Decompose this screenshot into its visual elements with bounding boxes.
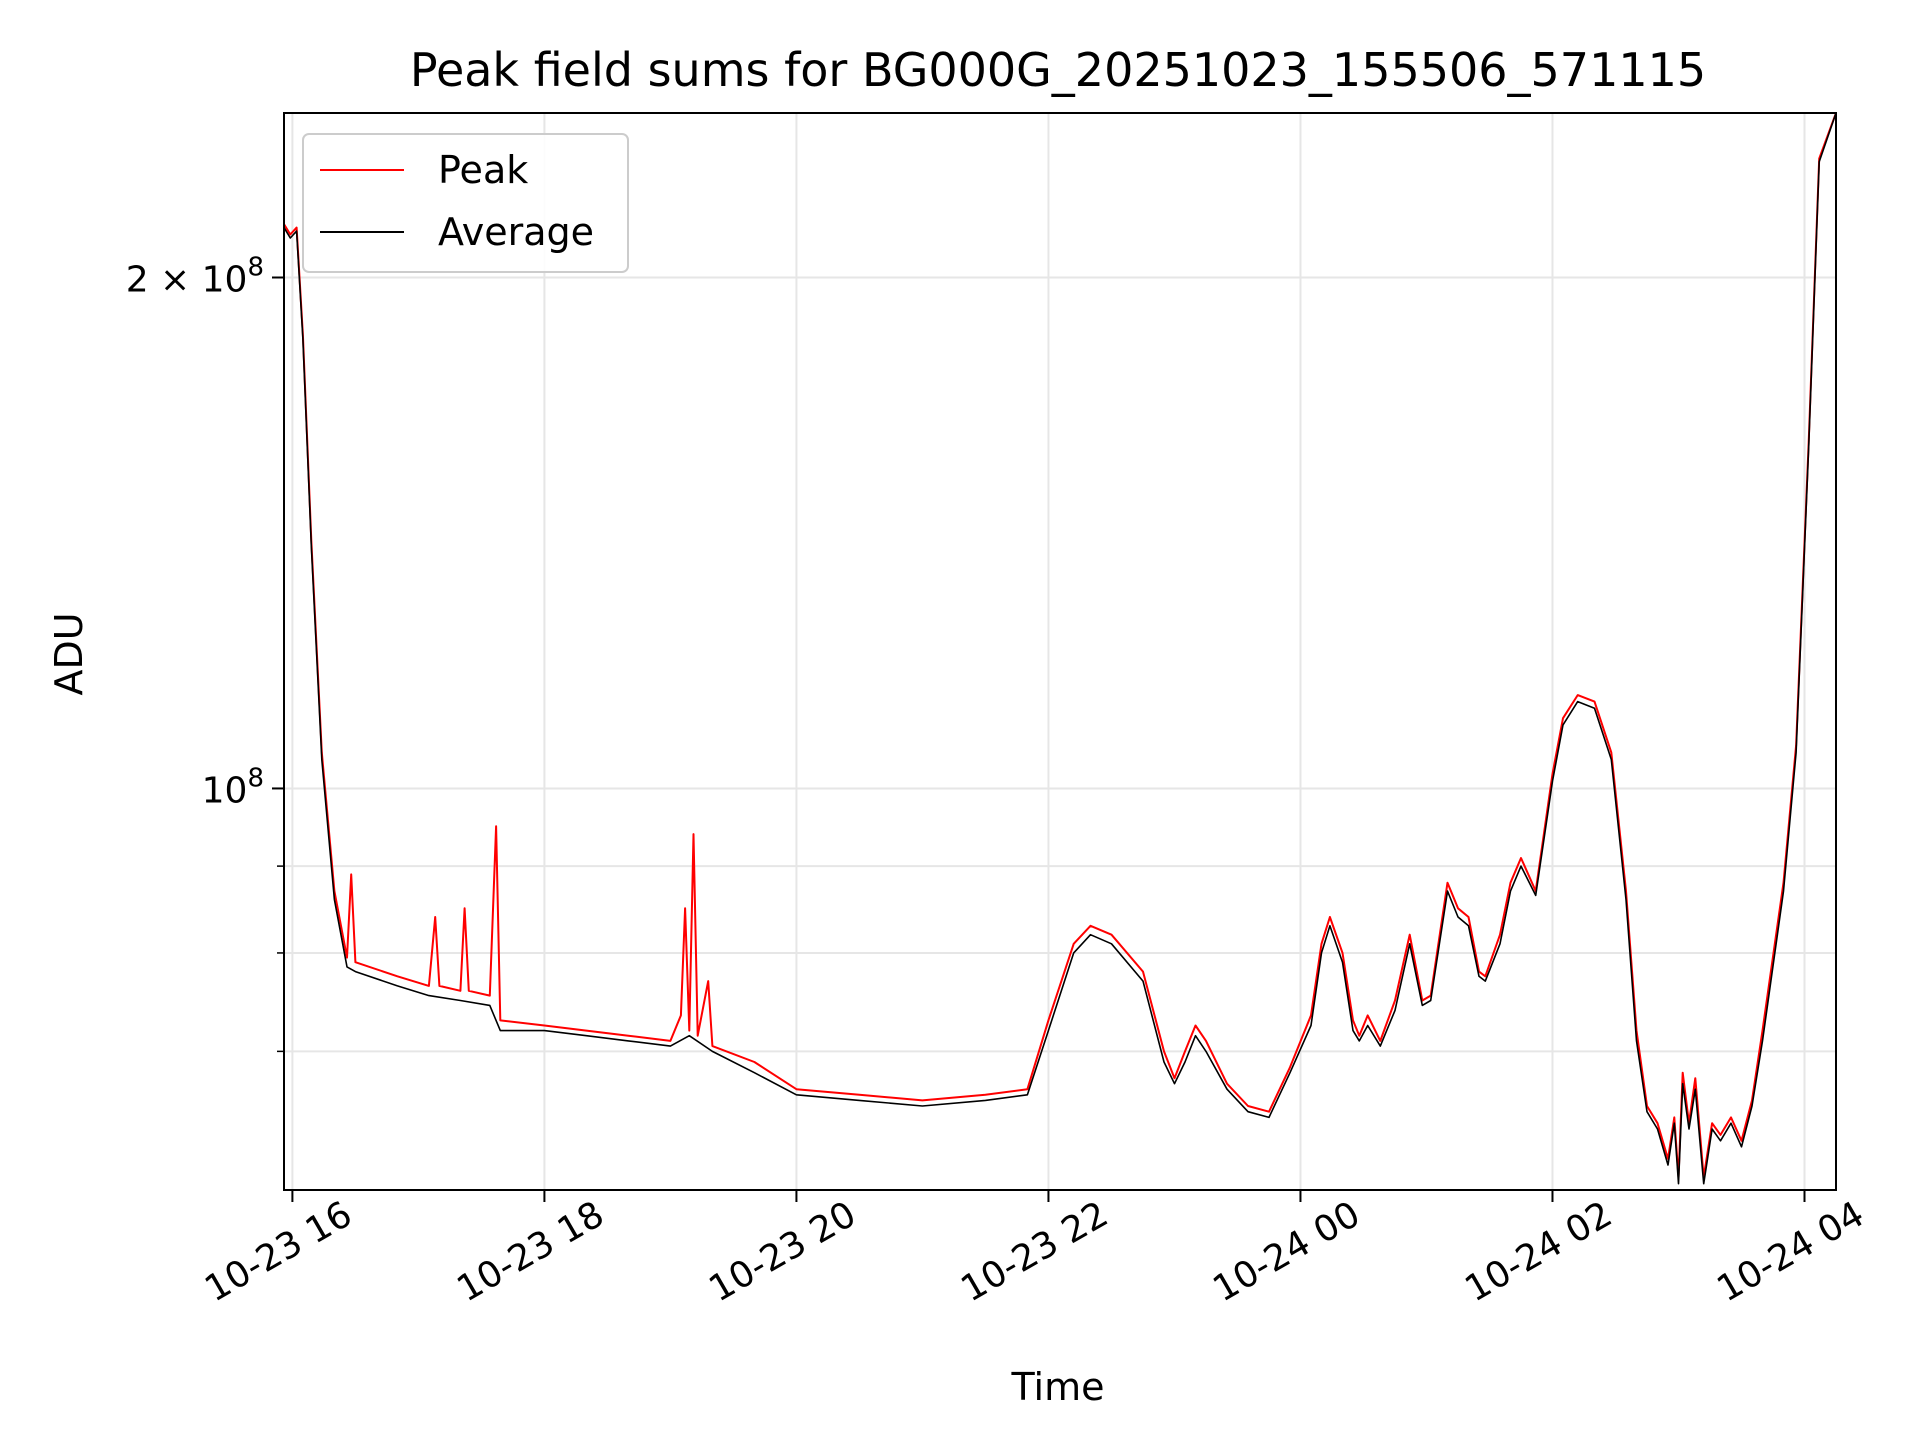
legend: Peak Average bbox=[302, 133, 629, 273]
grid bbox=[284, 113, 1836, 1190]
legend-label-peak: Peak bbox=[438, 148, 528, 192]
series-line-peak bbox=[284, 113, 1836, 1179]
legend-box bbox=[302, 133, 629, 273]
series-line-average bbox=[284, 113, 1836, 1185]
chart-title: Peak field sums for BG000G_20251023_1555… bbox=[410, 43, 1706, 97]
y-tick-label: 2 × 108 bbox=[126, 252, 264, 300]
y-tick-label: 108 bbox=[202, 763, 264, 811]
plot-frame bbox=[283, 112, 1837, 1191]
series-layer bbox=[284, 113, 1836, 1185]
x-axis-label: Time bbox=[1011, 1365, 1105, 1409]
legend-label-average: Average bbox=[438, 210, 594, 254]
y-axis-label: ADU bbox=[47, 612, 91, 695]
